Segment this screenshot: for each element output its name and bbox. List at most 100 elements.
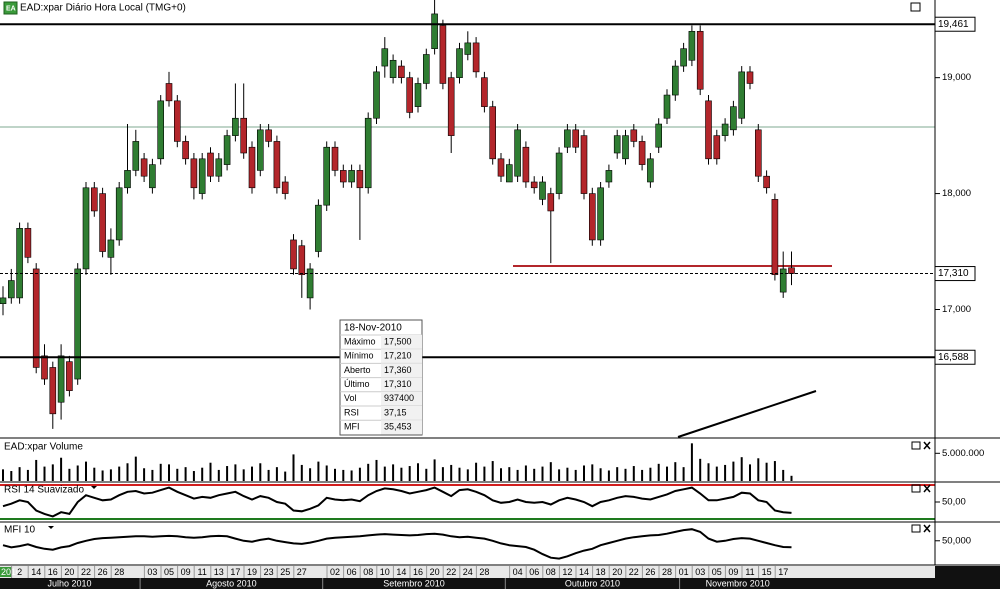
- candle-body: [0, 297, 7, 304]
- volume-bar: [217, 469, 220, 481]
- close-button[interactable]: [923, 441, 931, 450]
- x-tick-label: 05: [712, 567, 722, 577]
- candle-body: [140, 158, 148, 177]
- app-icon-text: EA: [6, 5, 16, 12]
- info-value: 35,453: [384, 422, 412, 432]
- x-tick-label: 16: [48, 567, 58, 577]
- candle-body: [381, 48, 389, 67]
- candle-body: [306, 268, 314, 299]
- x-tick-label: 14: [31, 567, 41, 577]
- x-tick-label: 28: [662, 567, 672, 577]
- info-label: Mínimo: [344, 351, 374, 361]
- info-label: Máximo: [344, 336, 376, 346]
- volume-bar: [715, 466, 718, 481]
- month-label: Agosto 2010: [206, 578, 257, 588]
- candle-body: [655, 123, 663, 148]
- candle-body: [721, 123, 729, 136]
- x-tick-label: 03: [695, 567, 705, 577]
- volume-bar: [26, 469, 29, 481]
- candle-body: [422, 54, 430, 84]
- candle-body: [489, 106, 497, 160]
- volume-bar: [541, 466, 544, 481]
- candle-body: [680, 48, 687, 67]
- indicator-line: [2, 486, 792, 518]
- volume-bar: [292, 454, 295, 481]
- volume-bar: [417, 463, 419, 481]
- volume-bar: [500, 468, 502, 481]
- volume-bar: [101, 470, 104, 481]
- volume-bar: [18, 467, 21, 481]
- volume-bar: [126, 463, 129, 481]
- candle-body: [671, 65, 679, 96]
- candle-body: [622, 135, 629, 160]
- x-tick-label: 28: [114, 567, 124, 577]
- volume-bar: [159, 463, 162, 481]
- volume-bar: [375, 459, 378, 481]
- x-tick-label: 05: [164, 567, 174, 577]
- volume-bar: [209, 462, 212, 481]
- volume-bar: [624, 468, 627, 481]
- volume-bar: [10, 471, 13, 481]
- info-value-cell: [381, 420, 422, 435]
- year-label: 2010: [1, 567, 21, 577]
- volume-bar: [367, 463, 370, 481]
- candle-body: [364, 117, 372, 189]
- maximize-button[interactable]: [910, 2, 921, 12]
- info-label: RSI: [344, 407, 359, 417]
- candle-body: [41, 355, 48, 380]
- volume-bar: [690, 443, 693, 481]
- x-tick-label: 08: [363, 567, 373, 577]
- candle-body: [240, 117, 247, 154]
- chart-title: EAD:xpar Diário Hora Local (TMG+0): [20, 3, 186, 14]
- date-row: [0, 566, 935, 578]
- x-tick-label: 25: [280, 567, 290, 577]
- info-value: 37,15: [384, 407, 407, 417]
- maximize-button[interactable]: [911, 524, 921, 533]
- candle-body: [115, 187, 123, 241]
- volume-bar: [251, 466, 253, 481]
- maximize-button[interactable]: [911, 484, 921, 493]
- volume-bar: [76, 465, 79, 481]
- dropdown-arrow[interactable]: [48, 526, 54, 529]
- volume-bar: [632, 466, 635, 481]
- candle-body: [74, 268, 81, 380]
- close-button[interactable]: [923, 524, 931, 533]
- candle-body: [290, 239, 297, 270]
- info-value: 17,210: [384, 351, 412, 361]
- candle-body: [705, 100, 712, 160]
- candle-body: [763, 175, 770, 189]
- candle-body: [32, 268, 40, 368]
- candle-body: [580, 135, 588, 194]
- volume-bar: [749, 464, 751, 481]
- close-button[interactable]: [923, 484, 931, 493]
- candle-body: [265, 129, 272, 142]
- candle-body: [182, 141, 189, 160]
- volume-bar: [657, 463, 660, 481]
- x-tick-label: 10: [380, 567, 390, 577]
- candle-body: [779, 268, 787, 293]
- y-tick-label: 19,000: [942, 72, 971, 83]
- volume-bar: [2, 469, 4, 481]
- x-tick-label: 24: [463, 567, 473, 577]
- info-value: 17,360: [384, 365, 412, 375]
- month-label: Julho 2010: [48, 578, 92, 588]
- candle-body: [713, 135, 721, 160]
- volume-bar: [358, 467, 361, 481]
- candle-body: [389, 59, 397, 78]
- candle-body: [373, 71, 380, 119]
- candle-body: [339, 170, 347, 183]
- candle-body: [439, 25, 447, 84]
- candle-body: [124, 170, 131, 189]
- dropdown-arrow[interactable]: [91, 486, 97, 489]
- y-tick-label: 18,000: [942, 188, 971, 199]
- candle-body: [730, 106, 737, 131]
- trend-line: [677, 390, 817, 438]
- x-tick-label: 14: [396, 567, 406, 577]
- volume-bar: [259, 463, 262, 481]
- y-tick-label: 50,00: [942, 497, 966, 508]
- volume-bar: [350, 470, 353, 481]
- volume-bar: [68, 468, 71, 481]
- maximize-button[interactable]: [911, 441, 921, 450]
